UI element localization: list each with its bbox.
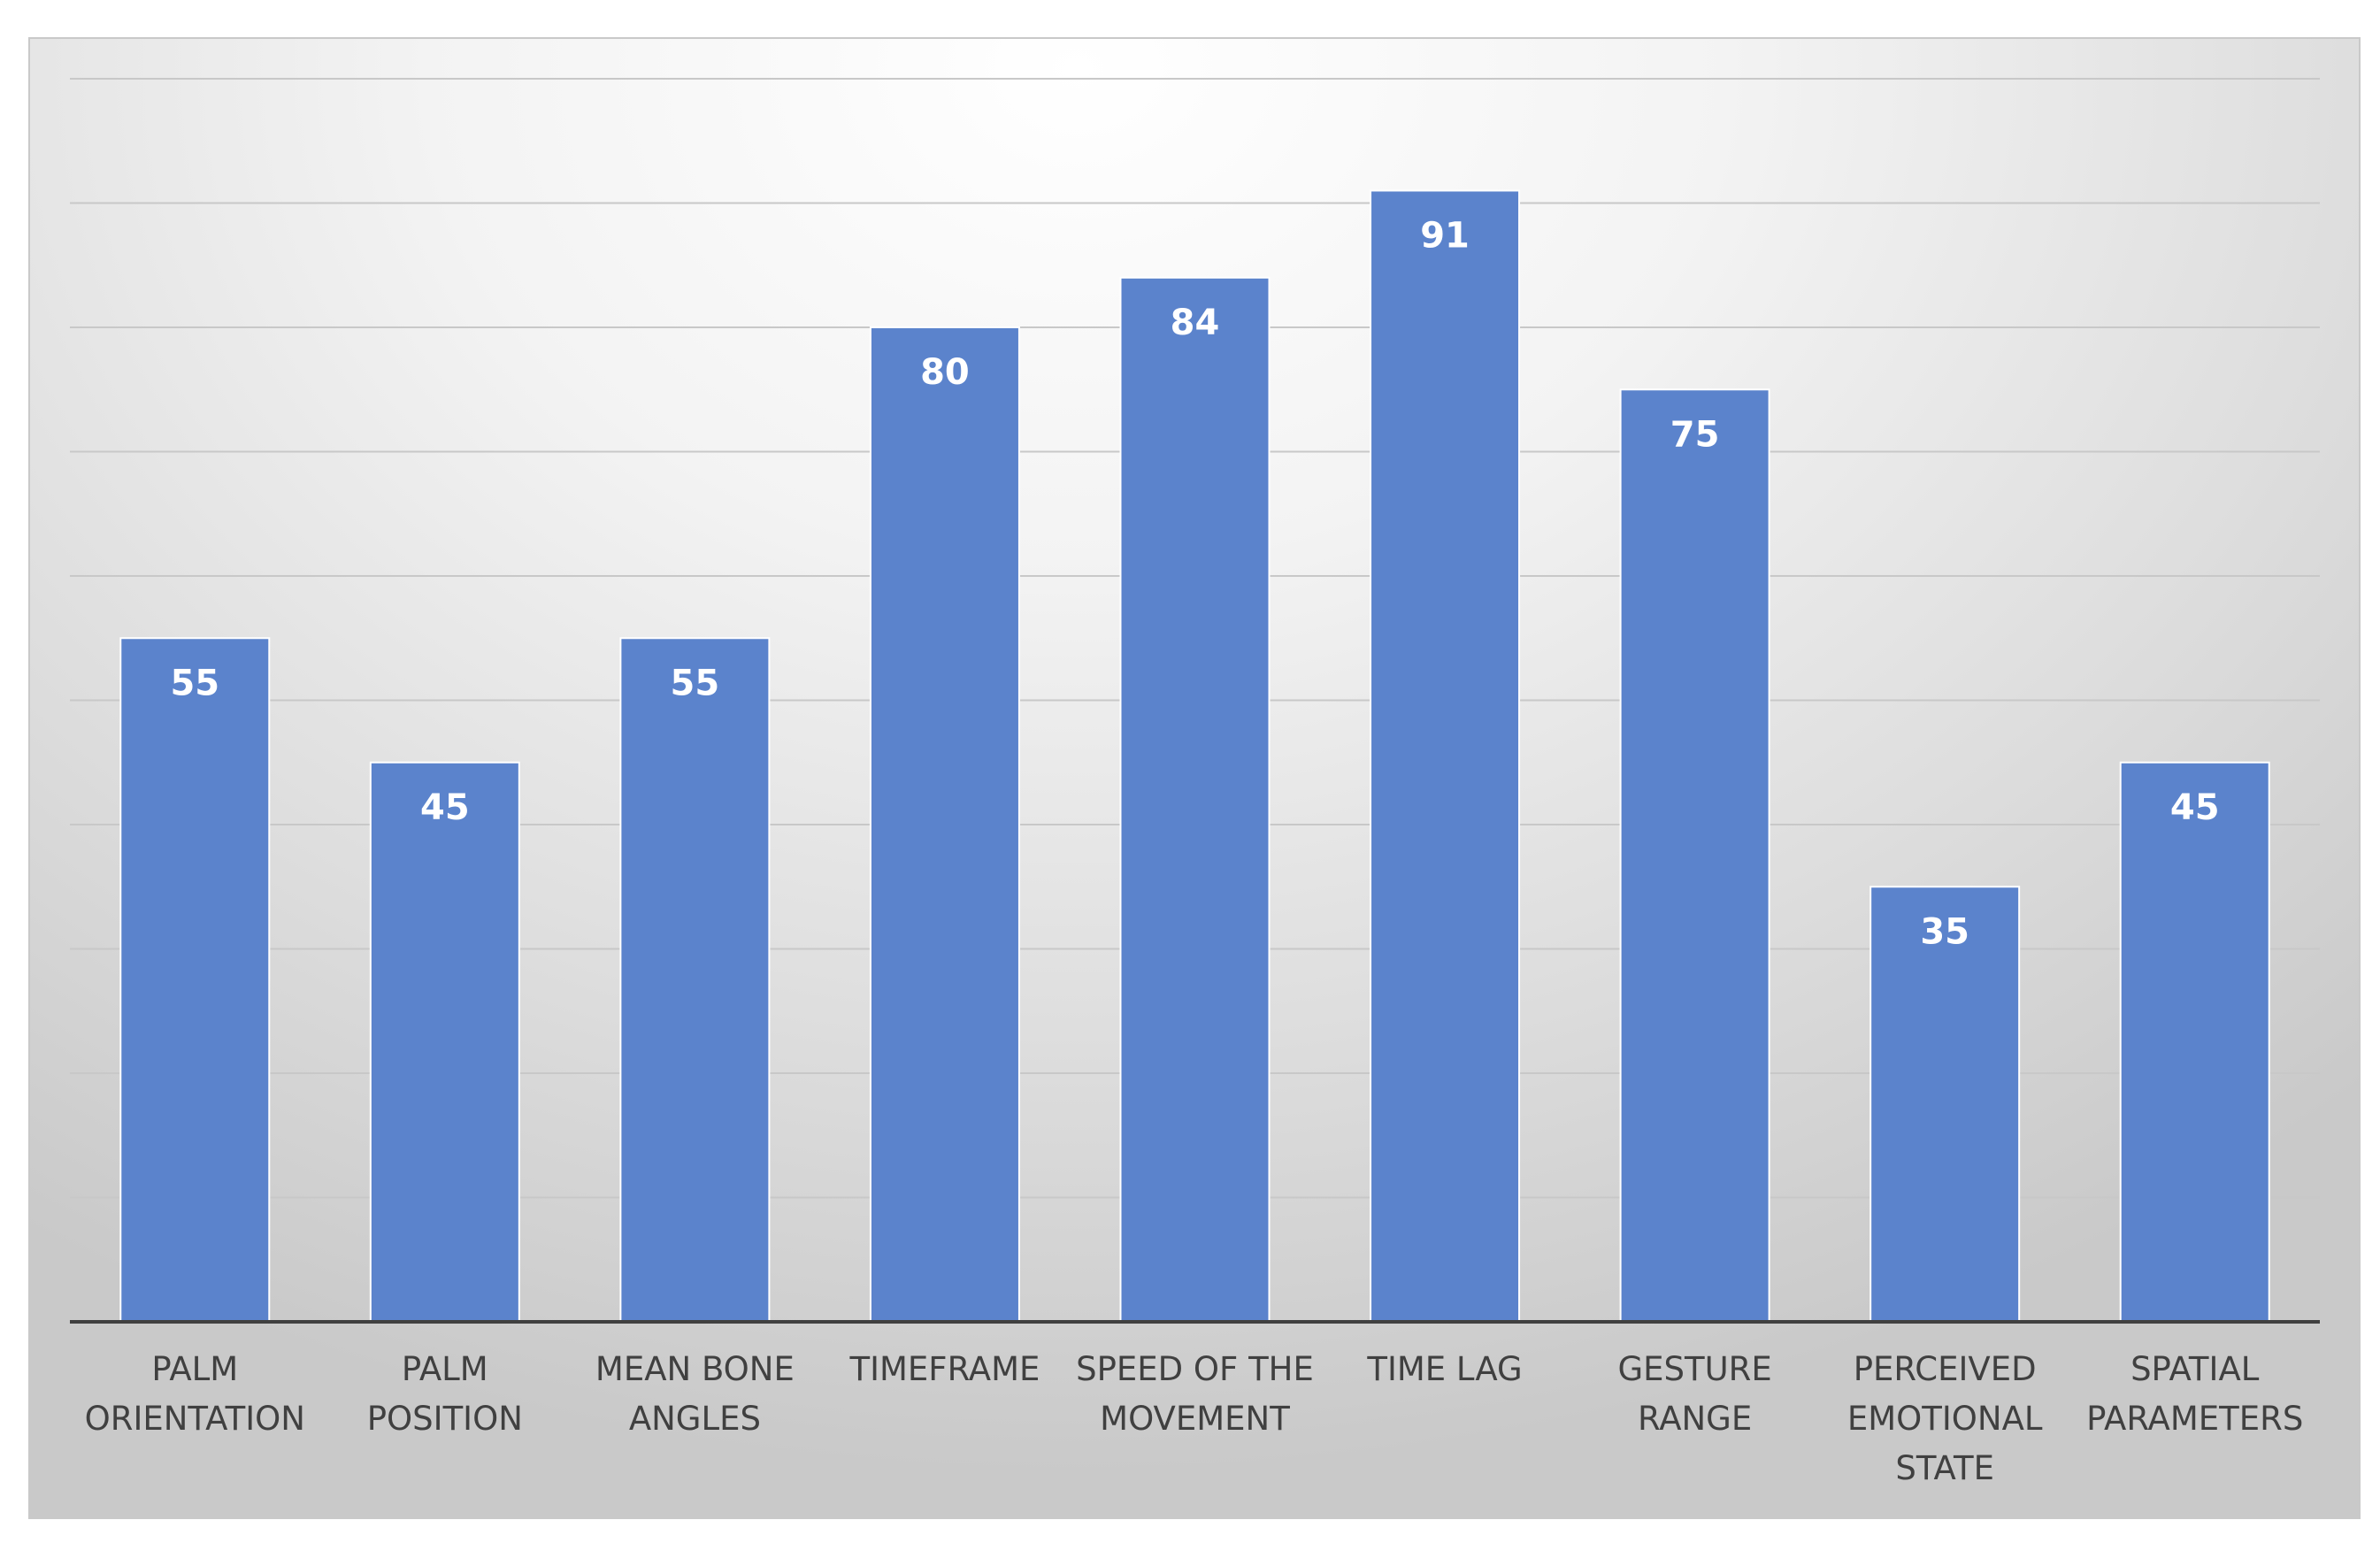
x-tick-label-line: MEAN BONE	[595, 1350, 795, 1388]
x-tick-label-line: SPEED OF THE	[1076, 1350, 1314, 1388]
x-tick-label-line: PALM	[402, 1350, 488, 1388]
bar	[119, 637, 271, 1323]
bar	[369, 761, 520, 1323]
x-tick-label-line: ANGLES	[629, 1400, 761, 1438]
x-tick-label: TIME LAG	[1366, 1350, 1522, 1388]
x-tick-label: SPEED OF THE MOVEMENT	[1076, 1350, 1314, 1438]
x-tick-label-line: MOVEMENT	[1100, 1400, 1290, 1438]
data-label: 55	[671, 663, 720, 703]
x-tick-label-line: EMOTIONAL	[1847, 1400, 2043, 1438]
x-tick-label-line: POSITION	[367, 1400, 523, 1438]
bar	[1119, 276, 1271, 1323]
x-tick-label: PERCEIVED EMOTIONAL STATE	[1847, 1350, 2043, 1487]
bar	[1370, 189, 1521, 1324]
x-tick-label-line: ORIENTATION	[85, 1400, 305, 1438]
data-label: 35	[1920, 911, 1969, 952]
x-tick-label-line: PERCEIVED	[1854, 1350, 2037, 1388]
bar-chart: 55 PALM ORIENTATION 45 PALM POSITION 55 MEAN BO…	[70, 78, 2320, 1487]
x-tick-label-line: GESTURE	[1617, 1350, 1771, 1388]
x-tick-label: MEAN BONE ANGLES	[595, 1350, 795, 1438]
x-tick-label: PALM ORIENTATION	[85, 1350, 305, 1438]
x-tick-label: TIMEFRAME	[848, 1350, 1040, 1388]
chart-area: 55 PALM ORIENTATION 45 PALM POSITION 55 MEAN BO…	[28, 37, 2361, 1519]
bar	[1619, 388, 1770, 1323]
bar	[2119, 761, 2270, 1323]
bar	[869, 326, 1020, 1323]
x-tick-label: PALM POSITION	[367, 1350, 523, 1438]
x-tick-label-line: PALM	[151, 1350, 238, 1388]
data-label: 84	[1171, 303, 1220, 343]
bar	[619, 637, 771, 1323]
data-label: 80	[920, 352, 970, 393]
x-tick-label-line: TIMEFRAME	[848, 1350, 1040, 1388]
x-tick-label: SPATIAL PARAMETERS	[2086, 1350, 2303, 1438]
x-tick-label-line: SPATIAL	[2130, 1350, 2260, 1388]
x-tick-label-line: PARAMETERS	[2086, 1400, 2303, 1438]
data-label: 75	[1670, 414, 1720, 455]
data-label: 45	[420, 787, 470, 828]
x-tick-label-line: RANGE	[1638, 1400, 1752, 1438]
data-label: 55	[170, 663, 219, 703]
data-label: 91	[1420, 215, 1470, 256]
x-tick-label-line: STATE	[1895, 1449, 1994, 1487]
data-label: 45	[2170, 787, 2220, 828]
bar	[1869, 886, 2021, 1323]
x-tick-label-line: TIME LAG	[1366, 1350, 1522, 1388]
x-tick-label: GESTURE RANGE	[1617, 1350, 1771, 1438]
